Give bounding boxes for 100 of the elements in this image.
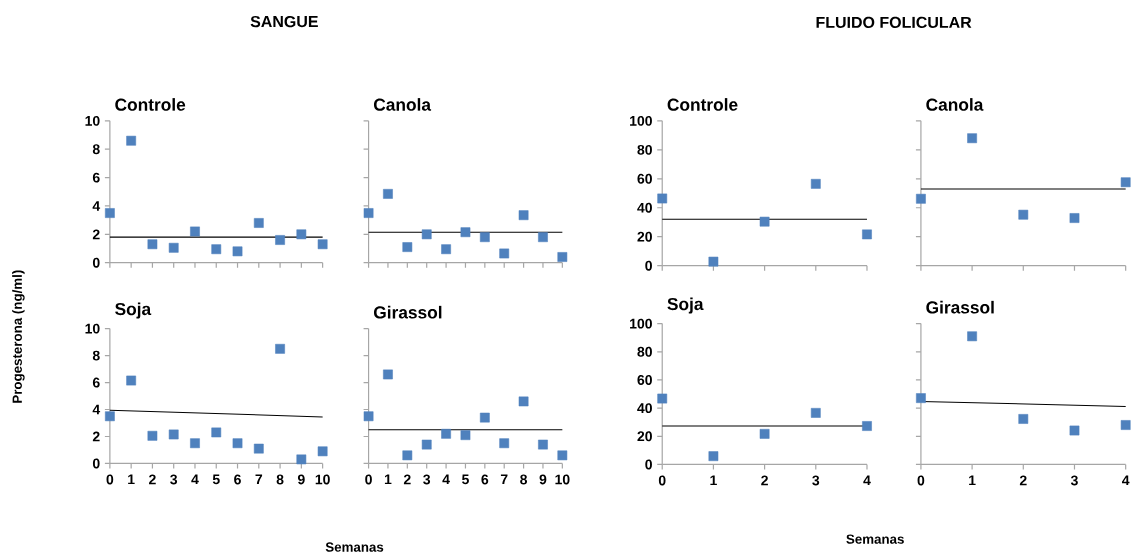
point	[759, 428, 770, 439]
x-tick-label: 10	[315, 474, 330, 485]
y-tick-label: 0	[645, 260, 652, 271]
point	[147, 239, 158, 250]
x-tick-label: 1	[710, 475, 717, 486]
point	[657, 393, 668, 404]
y-tick-label: 6	[92, 172, 100, 183]
x-axis-title: Semanas	[325, 542, 384, 552]
text: FLUIDO FOLICULAR	[816, 16, 972, 28]
point	[296, 229, 307, 240]
point	[421, 229, 432, 240]
point	[363, 411, 374, 422]
y-tick-label: 100	[630, 115, 652, 126]
point	[759, 216, 770, 227]
point	[460, 430, 471, 440]
x-tick-label: 7	[500, 474, 508, 485]
y-tick-label: 10	[85, 115, 100, 126]
x-axis-title: Semanas	[846, 534, 904, 544]
y-tick-label: 20	[637, 231, 652, 242]
chart-title: Girassol	[373, 305, 442, 319]
x-tick-label: 2	[1019, 475, 1027, 486]
point	[105, 208, 115, 218]
point	[421, 439, 432, 450]
point	[126, 135, 137, 146]
x-tick-label: 3	[1070, 475, 1078, 486]
y-tick-label: 6	[92, 377, 100, 388]
x-tick-label: 8	[520, 474, 528, 485]
chart-title: Soja	[115, 302, 152, 319]
x-tick-label: 5	[212, 474, 220, 485]
x-tick-label: 3	[423, 474, 431, 485]
point	[499, 248, 510, 259]
text: SANGUE	[250, 15, 318, 28]
point	[211, 244, 222, 254]
chart-title: Controle	[115, 98, 186, 111]
point	[708, 451, 719, 461]
point	[211, 427, 222, 438]
x-tick-label: 2	[149, 474, 156, 485]
point	[383, 369, 393, 380]
point	[441, 244, 451, 254]
x-tick-label: 7	[255, 474, 263, 485]
point	[967, 331, 977, 342]
x-tick-label: 9	[297, 474, 305, 485]
point	[168, 242, 179, 253]
x-tick-label: 4	[863, 475, 871, 486]
x-tick-label: 3	[170, 474, 178, 485]
point	[810, 407, 821, 418]
x-tick-label: 0	[365, 474, 372, 485]
point	[1069, 213, 1080, 223]
point	[1018, 414, 1029, 424]
point	[105, 411, 115, 422]
point	[147, 430, 158, 441]
x-tick-label: 9	[539, 474, 547, 485]
chart-title: Controle	[667, 98, 738, 111]
x-tick-label: 6	[481, 474, 489, 485]
point	[253, 443, 264, 454]
point	[441, 428, 451, 439]
x-tick-label: 1	[969, 475, 976, 486]
point	[1120, 177, 1131, 188]
point	[275, 235, 285, 245]
y-tick-label: 40	[637, 403, 652, 413]
point	[708, 256, 719, 267]
point	[967, 133, 977, 143]
point	[810, 178, 821, 189]
point	[538, 439, 548, 450]
point	[557, 450, 568, 461]
point	[275, 343, 285, 354]
y-tick-label: 40	[637, 202, 652, 213]
x-tick-label: 0	[917, 475, 925, 486]
point	[460, 227, 471, 237]
point	[479, 412, 490, 423]
x-tick-label: 8	[276, 474, 284, 485]
point	[557, 252, 568, 262]
point	[657, 193, 668, 204]
point	[862, 229, 872, 240]
y-tick-label: 8	[92, 350, 100, 361]
point	[499, 438, 510, 448]
point	[538, 232, 548, 242]
x-tick-label: 10	[555, 474, 570, 485]
point	[190, 226, 200, 237]
x-tick-label: 6	[234, 474, 241, 485]
point	[168, 429, 179, 440]
x-tick-label: 4	[442, 474, 450, 485]
point	[190, 438, 200, 448]
x-tick-label: 2	[403, 474, 411, 485]
point	[296, 454, 307, 465]
point	[383, 188, 393, 199]
y-tick-label: 0	[92, 257, 100, 268]
y-tick-label: 0	[645, 459, 652, 470]
y-tick-label: 8	[92, 144, 100, 155]
point	[402, 242, 413, 252]
point	[363, 208, 374, 218]
x-tick-label: 4	[191, 474, 199, 485]
x-tick-label: 3	[812, 475, 820, 486]
point	[1120, 420, 1131, 430]
x-tick-label: 0	[658, 475, 666, 486]
y-axis-title: Progesterona (ng/ml)	[12, 270, 25, 403]
chart-title: Canola	[926, 98, 984, 111]
y-tick-label: 80	[637, 346, 652, 357]
x-tick-label: 1	[128, 474, 135, 485]
chart-title: Girassol	[926, 300, 994, 314]
